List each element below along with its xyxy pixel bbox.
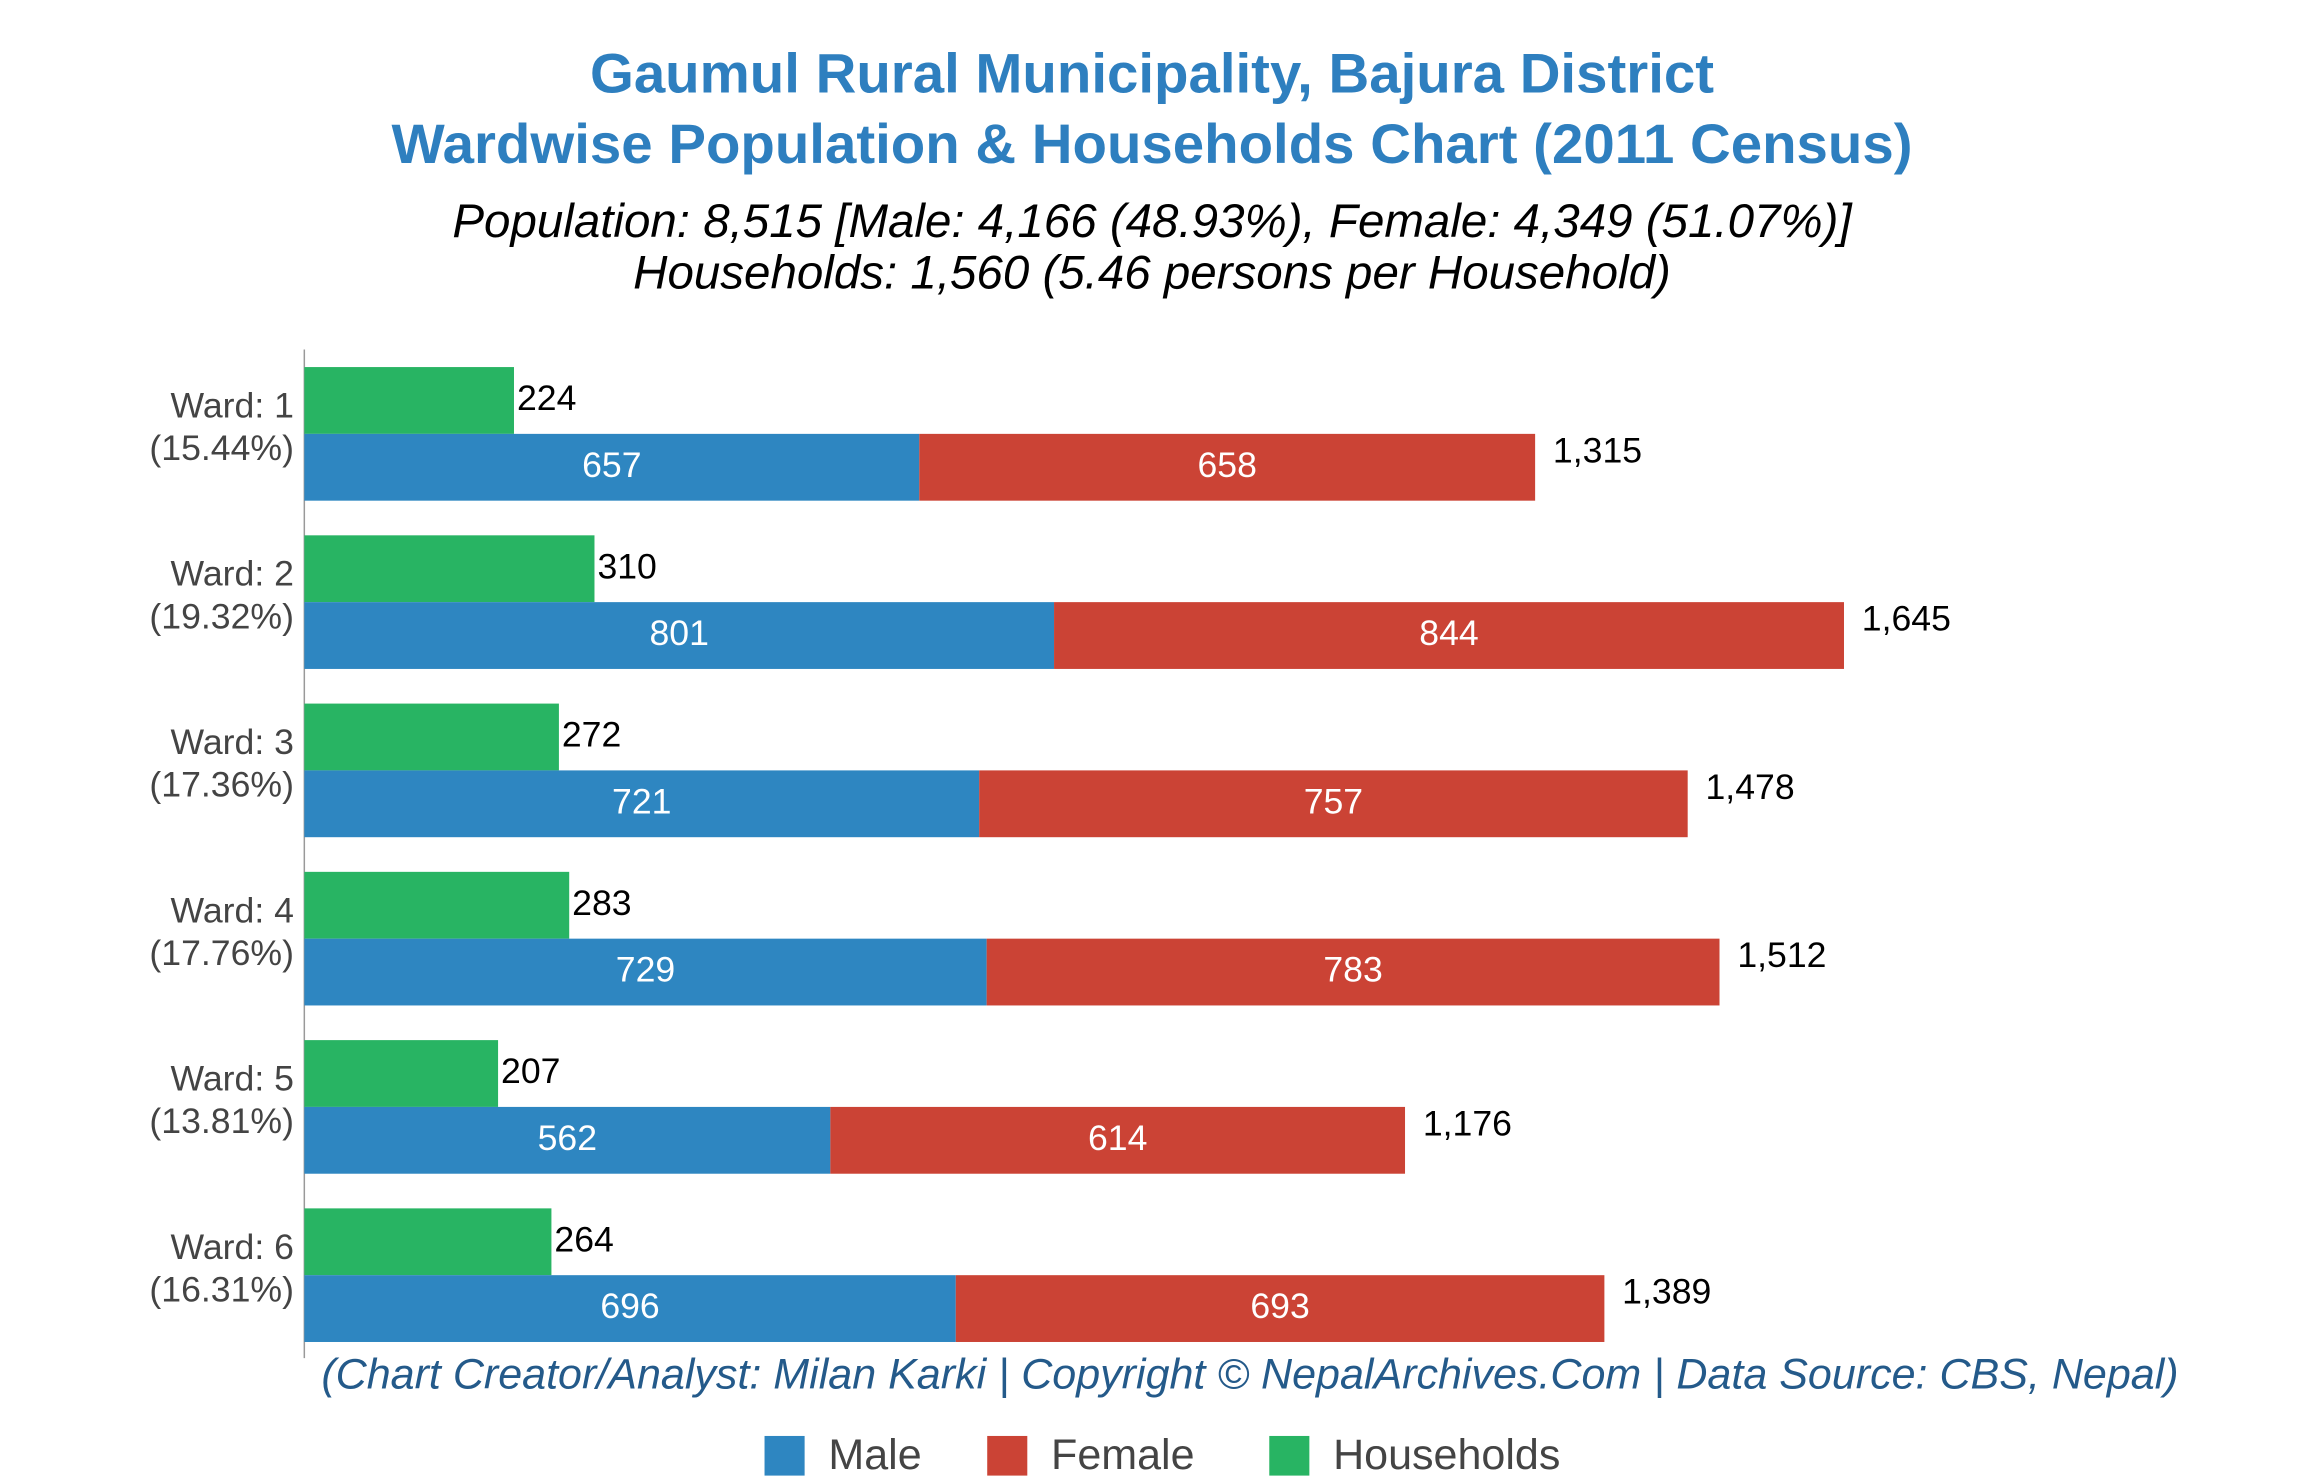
total-label: 1,176	[1423, 1103, 1512, 1143]
data-label: 614	[1088, 1118, 1147, 1158]
bar	[304, 871, 570, 939]
data-label: 657	[582, 445, 641, 485]
data-label: 757	[1304, 782, 1363, 822]
data-label: 783	[1323, 950, 1382, 990]
chart-subtitle: Wardwise Population & Households Chart (…	[391, 112, 1912, 175]
total-label: 1,478	[1706, 767, 1795, 807]
legend-label: Households	[1333, 1431, 1560, 1479]
bar	[304, 938, 987, 1006]
total-label: 1,315	[1553, 430, 1642, 470]
total-label: 1,389	[1622, 1272, 1711, 1312]
footer: (Chart Creator/Analyst: Milan Karki | Co…	[321, 1351, 2178, 1399]
category-share: (13.81%)	[149, 1101, 294, 1141]
summary: Households: 1,560 (5.46 persons per Hous…	[633, 247, 1671, 300]
data-label: 224	[517, 378, 576, 418]
category-label: Ward: 5	[171, 1059, 294, 1099]
category-label: Ward: 2	[171, 554, 294, 594]
data-label: 721	[612, 782, 671, 822]
category-label: Ward: 4	[171, 890, 294, 930]
legend-swatch	[1269, 1435, 1310, 1476]
category-share: (15.44%)	[149, 428, 294, 468]
data-label: 207	[501, 1051, 560, 1091]
bar	[1054, 602, 1844, 669]
category-share: (16.31%)	[149, 1270, 294, 1310]
bar	[304, 535, 595, 603]
data-label: 658	[1197, 445, 1256, 485]
total-label: 1,645	[1862, 599, 1951, 639]
category-label: Ward: 3	[171, 722, 294, 762]
category-share: (17.36%)	[149, 765, 294, 805]
data-label: 801	[649, 613, 708, 653]
bar	[955, 1275, 1605, 1342]
legend-swatch	[987, 1435, 1028, 1476]
legend-swatch	[764, 1435, 805, 1476]
bar	[304, 602, 1055, 669]
category-share: (17.76%)	[149, 933, 294, 973]
category-share: (19.32%)	[149, 597, 294, 637]
data-label: 264	[554, 1220, 613, 1260]
legend-label: Female	[1051, 1431, 1195, 1479]
data-label: 562	[538, 1118, 597, 1158]
bar	[304, 433, 920, 501]
data-label: 272	[562, 715, 621, 755]
bar	[304, 1275, 956, 1342]
data-label: 844	[1419, 613, 1478, 653]
bar	[979, 770, 1688, 838]
chart-title: Gaumul Rural Municipality, Bajura Distri…	[590, 42, 1714, 105]
bar	[304, 1106, 831, 1174]
total-label: 1,512	[1737, 935, 1826, 975]
data-label: 729	[616, 950, 675, 990]
legend-label: Male	[828, 1431, 921, 1479]
bar	[304, 703, 559, 771]
data-label: 696	[600, 1286, 659, 1326]
bar	[304, 1040, 499, 1107]
bar	[919, 433, 1536, 501]
bar	[304, 1208, 552, 1276]
data-label: 310	[597, 547, 656, 587]
data-label: 283	[572, 883, 631, 923]
bar	[304, 770, 980, 838]
summary: Population: 8,515 [Male: 4,166 (48.93%),…	[452, 195, 1853, 248]
category-label: Ward: 6	[171, 1227, 294, 1267]
bar	[304, 367, 514, 434]
bar	[986, 938, 1720, 1006]
category-label: Ward: 1	[171, 386, 294, 426]
data-label: 693	[1250, 1286, 1309, 1326]
bar	[830, 1106, 1406, 1174]
